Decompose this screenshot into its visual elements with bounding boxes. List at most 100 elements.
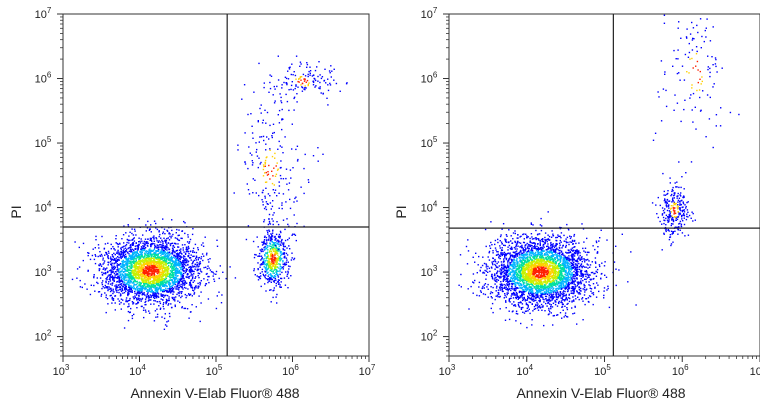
scatter-point bbox=[110, 273, 112, 275]
scatter-point bbox=[198, 263, 201, 266]
scatter-point bbox=[276, 195, 278, 197]
scatter-point bbox=[526, 303, 529, 306]
scatter-point bbox=[273, 263, 275, 266]
scatter-point bbox=[279, 273, 281, 276]
scatter-point bbox=[111, 296, 113, 299]
scatter-point bbox=[273, 269, 275, 271]
scatter-point bbox=[155, 238, 158, 240]
scatter-point bbox=[157, 253, 159, 255]
scatter-point bbox=[273, 276, 275, 278]
scatter-point bbox=[268, 229, 270, 231]
scatter-point bbox=[102, 259, 104, 261]
scatter-point bbox=[259, 249, 261, 251]
scatter-point bbox=[269, 202, 272, 204]
scatter-point bbox=[265, 243, 267, 246]
scatter-point bbox=[251, 160, 253, 162]
scatter-point bbox=[151, 294, 153, 297]
scatter-point bbox=[501, 254, 503, 257]
scatter-point bbox=[94, 262, 97, 265]
scatter-point bbox=[187, 249, 189, 251]
scatter-point bbox=[115, 288, 117, 291]
scatter-point bbox=[197, 268, 200, 271]
scatter-point bbox=[160, 293, 162, 295]
scatter-point bbox=[146, 242, 148, 245]
scatter-point bbox=[113, 276, 115, 279]
x-tick-label: 105 bbox=[206, 363, 223, 378]
scatter-point bbox=[145, 303, 147, 306]
scatter-point bbox=[178, 234, 180, 236]
scatter-point bbox=[188, 253, 190, 255]
scatter-point bbox=[271, 268, 273, 271]
scatter-point bbox=[504, 272, 506, 274]
scatter-point bbox=[497, 241, 499, 244]
scatter-point bbox=[565, 246, 567, 248]
scatter-point bbox=[164, 248, 167, 251]
scatter-point bbox=[579, 252, 581, 254]
scatter-point bbox=[273, 184, 275, 186]
scatter-point bbox=[168, 233, 170, 235]
scatter-point bbox=[174, 242, 177, 245]
scatter-point bbox=[515, 264, 517, 266]
scatter-point bbox=[173, 261, 175, 264]
scatter-point bbox=[143, 252, 146, 254]
scatter-point bbox=[126, 238, 128, 241]
scatter-point bbox=[263, 82, 265, 84]
scatter-point bbox=[109, 277, 111, 279]
scatter-point bbox=[554, 303, 557, 306]
scatter-point bbox=[188, 317, 190, 319]
scatter-point bbox=[178, 292, 180, 295]
scatter-point bbox=[168, 232, 170, 234]
scatter-point bbox=[127, 259, 129, 261]
scatter-point bbox=[125, 270, 127, 272]
scatter-point bbox=[519, 256, 521, 258]
scatter-point bbox=[139, 274, 141, 276]
scatter-point bbox=[254, 179, 256, 181]
scatter-point bbox=[90, 284, 92, 286]
scatter-point bbox=[122, 259, 124, 262]
scatter-point bbox=[149, 277, 152, 279]
scatter-point bbox=[133, 228, 136, 230]
scatter-point bbox=[130, 287, 132, 289]
scatter-point bbox=[107, 303, 109, 305]
scatter-point bbox=[162, 299, 164, 301]
scatter-point bbox=[256, 155, 259, 157]
scatter-point bbox=[162, 280, 165, 282]
scatter-point bbox=[169, 274, 171, 276]
scatter-point bbox=[153, 284, 156, 287]
scatter-point bbox=[122, 234, 125, 236]
scatter-point bbox=[140, 253, 142, 255]
scatter-point bbox=[168, 272, 170, 275]
scatter-point bbox=[131, 260, 134, 263]
scatter-point bbox=[162, 231, 165, 233]
scatter-point bbox=[155, 250, 157, 252]
scatter-point bbox=[135, 268, 138, 270]
scatter-point bbox=[129, 279, 132, 282]
scatter-point bbox=[262, 168, 265, 171]
scatter-point bbox=[169, 235, 171, 238]
scatter-point bbox=[267, 257, 269, 259]
scatter-point bbox=[509, 247, 511, 250]
x-tick-label: 106 bbox=[282, 363, 299, 378]
scatter-point bbox=[143, 264, 145, 267]
scatter-point bbox=[166, 273, 168, 275]
scatter-point bbox=[116, 259, 119, 261]
scatter-point bbox=[589, 295, 592, 298]
scatter-point bbox=[119, 283, 122, 286]
scatter-point bbox=[128, 275, 130, 277]
scatter-point bbox=[156, 290, 158, 292]
scatter-point bbox=[168, 312, 171, 315]
scatter-point bbox=[263, 262, 266, 264]
scatter-point bbox=[143, 248, 146, 250]
scatter-point bbox=[551, 287, 553, 289]
scatter-point bbox=[158, 252, 161, 254]
scatter-point bbox=[125, 297, 128, 299]
scatter-point bbox=[115, 277, 117, 279]
scatter-point bbox=[103, 287, 106, 289]
scatter-point bbox=[265, 278, 267, 280]
scatter-point bbox=[138, 237, 140, 239]
scatter-point bbox=[158, 231, 160, 233]
scatter-point bbox=[198, 272, 201, 275]
scatter-point bbox=[280, 160, 282, 162]
scatter-point bbox=[495, 254, 498, 256]
scatter-point bbox=[181, 267, 183, 269]
